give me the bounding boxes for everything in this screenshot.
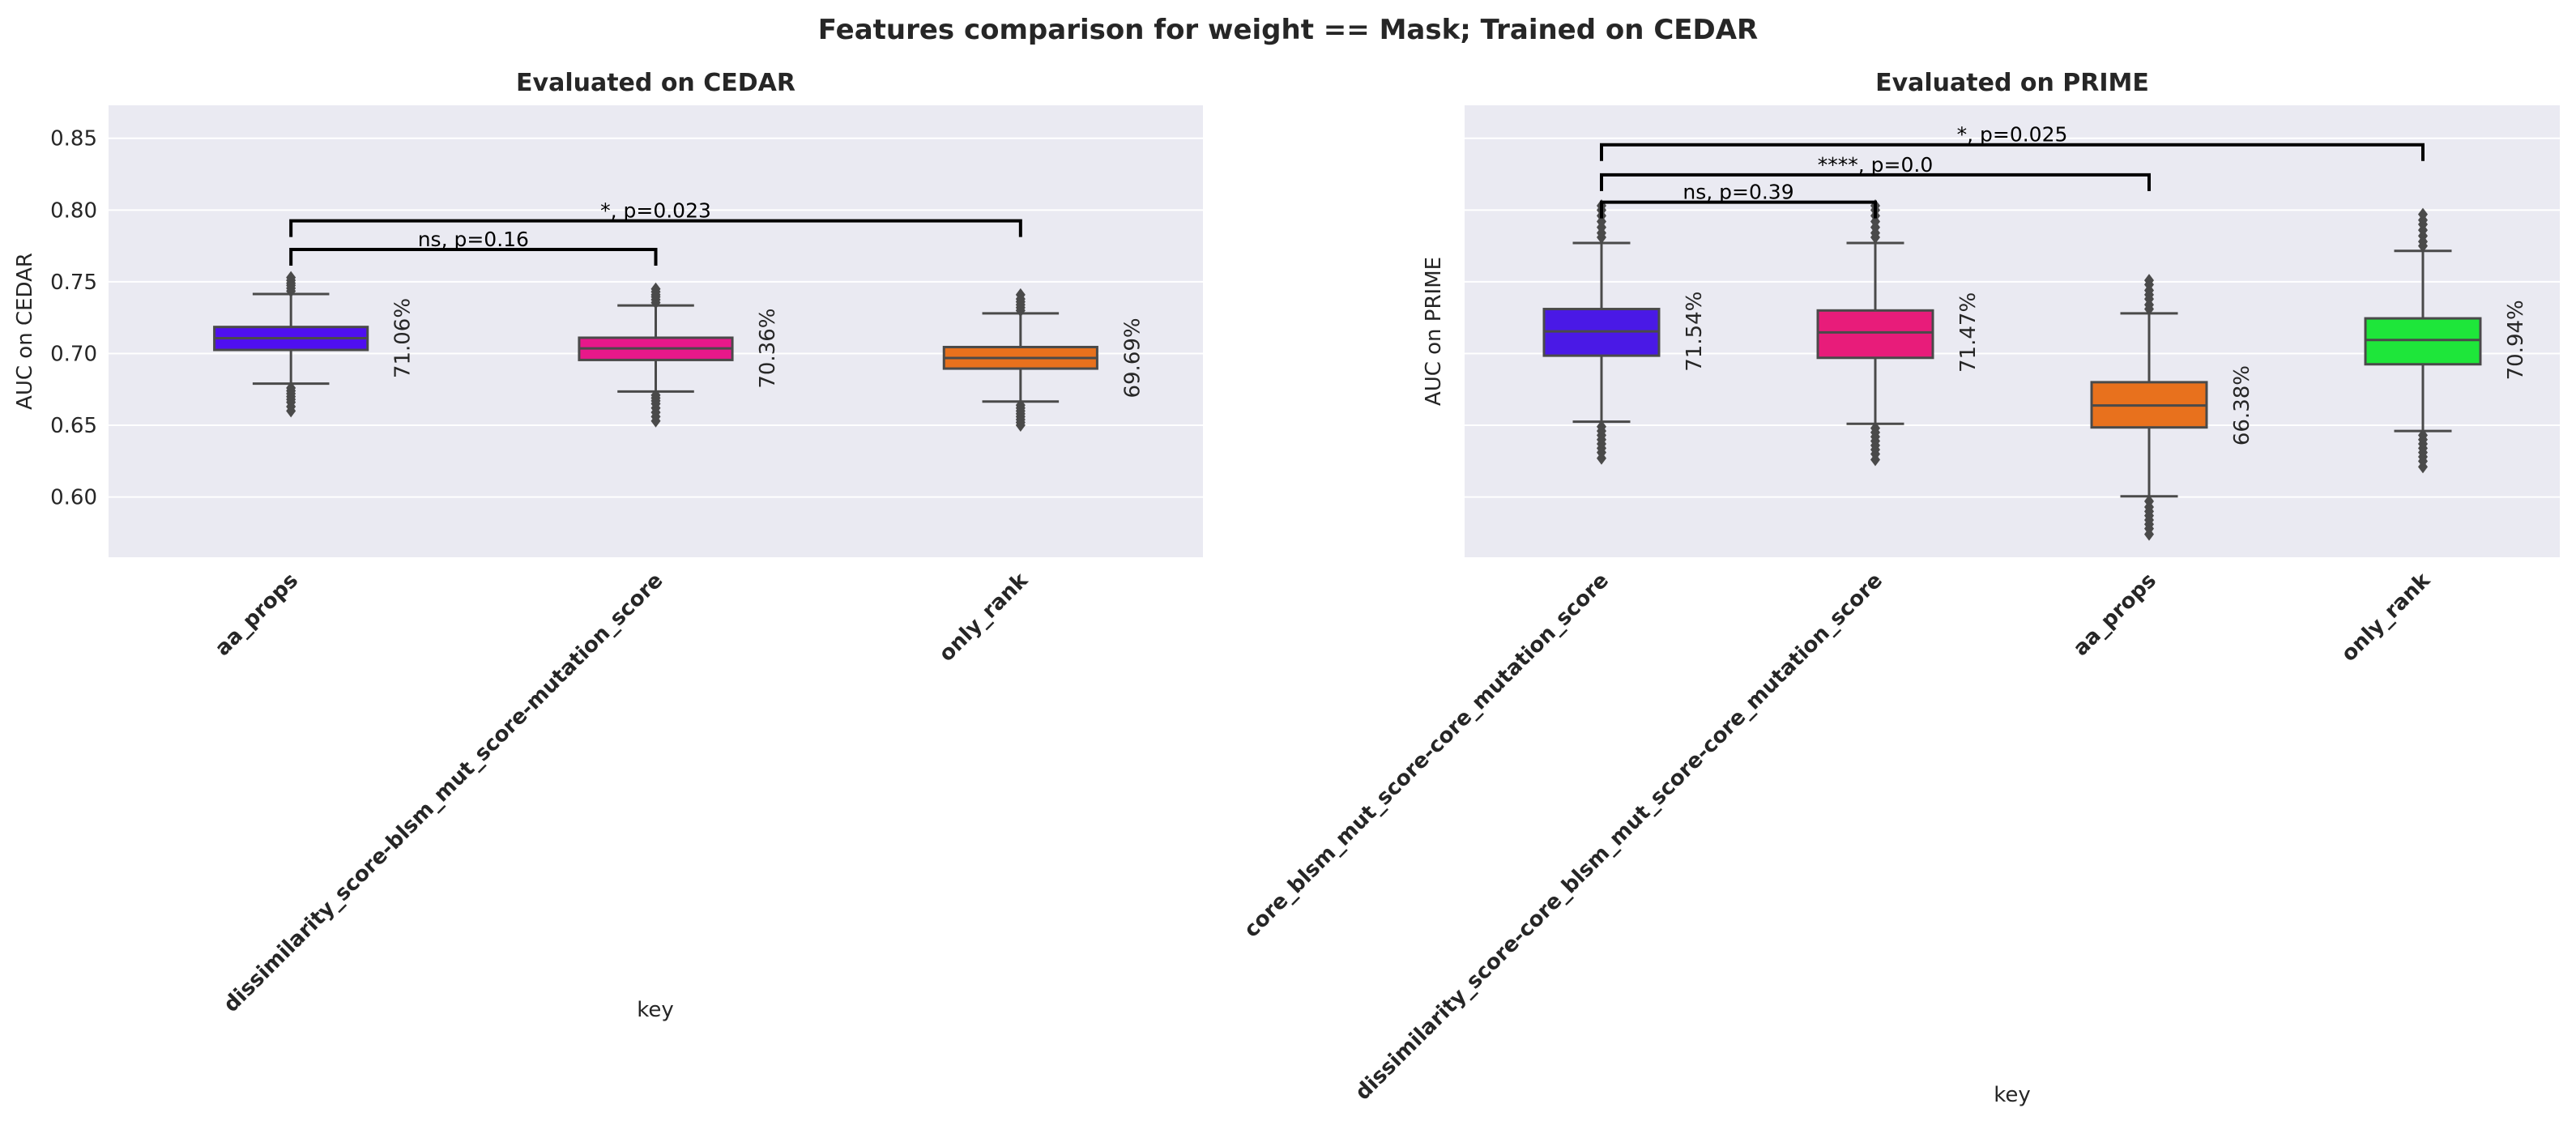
box-value-label: 71.06% [391, 298, 416, 378]
bracket-label: *, p=0.025 [1957, 123, 2068, 147]
box-value-label: 69.69% [1120, 318, 1145, 398]
significance-bracket: ns, p=0.16 [289, 228, 658, 266]
outlier-point [1015, 419, 1026, 433]
y-tick-label: 0.65 [50, 414, 97, 438]
outlier-point [286, 404, 296, 418]
box-value-label: 71.54% [1683, 292, 1707, 372]
x-tick-label: only_rank [935, 568, 1034, 667]
bracket-label: *, p=0.023 [600, 199, 711, 223]
panel-title: Evaluated on PRIME [1875, 69, 2149, 97]
bracket-line [1600, 143, 2425, 161]
outlier-point [650, 282, 661, 296]
panel-title: Evaluated on CEDAR [516, 69, 795, 97]
significance-bracket: *, p=0.023 [289, 199, 1022, 237]
outlier-point [2144, 527, 2154, 541]
box [1816, 309, 1934, 360]
box-value-label: 70.36% [756, 309, 780, 389]
outlier-point [2418, 460, 2428, 474]
bracket-line [1600, 200, 1877, 219]
x-tick-label: dissimilarity_score-blsm_mut_score-mutat… [219, 569, 667, 1017]
significance-bracket: ns, p=0.39 [1600, 181, 1877, 219]
bracket-line [289, 219, 1022, 237]
box [2364, 317, 2482, 366]
box-value-label: 70.94% [2504, 300, 2528, 380]
panel-cedar: 0.60 0.65 0.70 0.75 0.80 0.85 Evaluated on CED… [13, 69, 1203, 1022]
outlier-point [286, 271, 296, 284]
bracket-label: ns, p=0.39 [1683, 181, 1793, 204]
significance-bracket: *, p=0.025 [1600, 123, 2425, 161]
outlier-point [2144, 274, 2154, 288]
x-tick-label: dissimilarity_score-core_blsm_mut_score-… [1350, 569, 1887, 1106]
x-tick-label: only_rank [2337, 568, 2436, 667]
x-axis-label: key [637, 998, 674, 1022]
outlier-point [1870, 453, 1880, 467]
y-tick-label: 0.75 [50, 271, 97, 295]
significance-bracket: ****, p=0.0 [1600, 153, 2151, 191]
bracket-line [1600, 173, 2151, 191]
x-tick-label: aa_props [2069, 569, 2161, 661]
x-axis-label: key [1994, 1083, 2031, 1107]
y-tick-label: 0.60 [50, 486, 97, 510]
y-tick-label: 0.70 [50, 342, 97, 366]
outlier-point [1597, 451, 1606, 465]
bracket-line [289, 248, 658, 266]
y-tick-label: 0.80 [50, 198, 97, 223]
y-tick-label: 0.85 [50, 127, 97, 151]
figure-suptitle: Features comparison for weight == Mask; … [818, 14, 1758, 46]
box-value-label: 71.47% [1956, 292, 1981, 373]
y-axis-label: AUC on PRIME [1422, 257, 1446, 406]
y-axis-label: AUC on CEDAR [13, 253, 37, 410]
outlier-point [650, 414, 661, 428]
bracket-label: ns, p=0.16 [418, 228, 529, 251]
outlier-point [1015, 288, 1026, 301]
bracket-label: ****, p=0.0 [1818, 153, 1933, 177]
x-tick-label: aa_props [211, 569, 303, 661]
box-value-label: 66.38% [2230, 365, 2254, 445]
outlier-point [2418, 207, 2428, 221]
